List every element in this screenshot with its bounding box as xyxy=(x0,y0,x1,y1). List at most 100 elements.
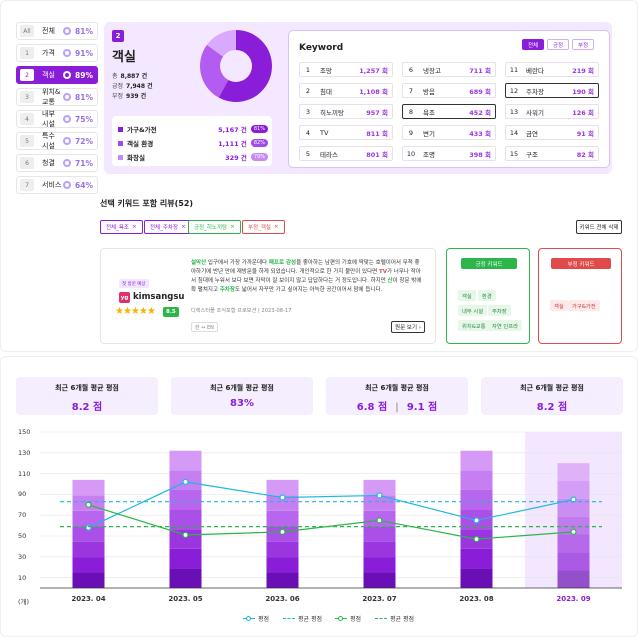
keyword-cell[interactable]: 9 변기 433 회 xyxy=(402,125,496,140)
bar-segment xyxy=(557,498,590,517)
positive-keyword-chip[interactable]: 환경 xyxy=(478,290,496,301)
category-label: 가격 xyxy=(42,49,55,57)
category-number: All xyxy=(20,25,34,37)
close-icon[interactable]: × xyxy=(181,224,186,230)
category-item[interactable]: 5 특수 시설 72% xyxy=(16,132,98,150)
keyword-count: 82 회 xyxy=(576,150,594,159)
bar-segment xyxy=(266,557,299,573)
keyword-cell[interactable]: 13 사워기 126 회 xyxy=(505,104,599,119)
legend-label: 평점 xyxy=(258,616,270,623)
keyword-cell[interactable]: 12 주차장 190 회 xyxy=(505,83,599,98)
bar-segment xyxy=(557,463,590,482)
negative-keyword-chip[interactable]: 가구&가전 xyxy=(568,300,600,311)
sub-category-box xyxy=(112,116,272,166)
keyword-tag[interactable]: 부정_객실 × xyxy=(242,220,285,234)
keyword-rank: 13 xyxy=(509,107,519,116)
keyword-rank: 9 xyxy=(408,128,414,137)
sub-category-list: 가구&가전 5,167 건 81% 객실 환경 1,111 건 82% 화장실 329 건 79… xyxy=(118,122,268,164)
positive-keyword-chip[interactable]: 주차장 xyxy=(488,305,511,316)
keyword-cell[interactable]: 4 TV 811 회 xyxy=(299,125,393,140)
review-text-part: 이 창문 밖에 확 펼쳐지고 xyxy=(191,278,422,293)
close-icon[interactable]: × xyxy=(274,224,279,230)
detail-title: 객실 xyxy=(112,50,136,65)
keyword-cell[interactable]: 5 테라스 801 회 xyxy=(299,146,393,161)
category-number: 6 xyxy=(20,157,34,169)
detail-stat-row: 총 8,887 건 xyxy=(112,72,153,82)
sub-category-row: 객실 환경 1,111 건 82% xyxy=(118,136,268,150)
y-tick-label: 70 xyxy=(18,511,27,520)
bar-segment xyxy=(72,510,105,527)
detail-stat-key: 총 xyxy=(112,73,118,80)
category-item[interactable]: 2 객실 89% xyxy=(16,66,98,84)
keyword-cell[interactable]: 11 베란다 219 회 xyxy=(505,62,599,77)
translate-toggle[interactable]: 한 ↔ EN xyxy=(191,322,218,332)
bar-segment xyxy=(72,557,105,573)
keyword-cell[interactable]: 2 침대 1,108 회 xyxy=(299,83,393,98)
bar-segment xyxy=(169,548,202,569)
detail-stat-row: 긍정 7,948 건 xyxy=(112,82,153,92)
data-point xyxy=(473,536,480,543)
keyword-cell[interactable]: 14 금연 91 회 xyxy=(505,125,599,140)
detail-number: 2 xyxy=(112,30,124,42)
sub-category-label: 가구&가전 xyxy=(127,126,157,134)
keyword-count: 957 회 xyxy=(366,108,388,117)
keyword-filter-button[interactable]: 전체 xyxy=(522,39,544,50)
keyword-cell[interactable]: 1 조망 1,257 회 xyxy=(299,62,393,77)
detail-stat-value: 939 건 xyxy=(126,93,147,100)
sub-category-percent: 79% xyxy=(250,153,268,161)
category-item[interactable]: 7 서비스 64% xyxy=(16,176,98,194)
keyword-count: 711 회 xyxy=(469,66,491,75)
positive-keyword-chip[interactable]: 위치&교통 xyxy=(458,320,490,331)
keyword-cell[interactable]: 8 욕조 452 회 xyxy=(402,104,496,119)
clear-all-keywords-button[interactable]: 키워드 전체 삭제 xyxy=(576,220,622,234)
negative-keyword-chip[interactable]: 객실 xyxy=(550,300,568,311)
keyword-rank: 1 xyxy=(305,65,311,74)
category-item[interactable]: 1 가격 91% xyxy=(16,44,98,62)
keyword-count: 801 회 xyxy=(366,150,388,159)
category-item[interactable]: All 전체 81% xyxy=(16,22,98,40)
keyword-cell[interactable]: 15 구조 82 회 xyxy=(505,146,599,161)
bar-segment xyxy=(557,481,590,499)
bar-segment xyxy=(266,495,299,511)
positive-keyword-chip[interactable]: 객실 xyxy=(458,290,476,301)
keyword-count: 219 회 xyxy=(572,66,594,75)
close-icon[interactable]: × xyxy=(132,224,137,230)
keyword-count: 689 회 xyxy=(469,87,491,96)
pie-icon xyxy=(63,115,72,123)
stat-card-value: 6.8 점 xyxy=(356,402,388,413)
keyword-filter-button[interactable]: 부정 xyxy=(572,39,594,50)
keyword-cell[interactable]: 3 히노끼탕 957 회 xyxy=(299,104,393,119)
keyword-filter-button[interactable]: 긍정 xyxy=(547,39,569,50)
keyword-cell[interactable]: 10 조명 398 회 xyxy=(402,146,496,161)
category-item[interactable]: 4 내부 시설 75% xyxy=(16,110,98,128)
view-original-button[interactable]: 원문 보기 › xyxy=(391,321,425,333)
bar-segment xyxy=(460,548,493,569)
close-icon[interactable]: × xyxy=(230,224,235,230)
pie-icon xyxy=(63,137,72,145)
keyword-count: 126 회 xyxy=(572,108,594,117)
keyword-cell[interactable]: 7 방음 689 회 xyxy=(402,83,496,98)
category-label: 내부 시설 xyxy=(42,110,55,128)
bar-segment xyxy=(72,572,105,588)
positive-keyword-chip[interactable]: 자연 인프라 xyxy=(488,320,523,331)
keyword-word: 방음 xyxy=(423,87,435,96)
category-item[interactable]: 6 청결 71% xyxy=(16,154,98,172)
stat-card-title: 최근 6개월 평균 평점 xyxy=(365,384,429,392)
category-item[interactable]: 3 위치&교통 81% xyxy=(16,88,98,106)
data-point xyxy=(182,531,189,539)
legend-item: 평균 평점 xyxy=(283,614,322,623)
bar-segment xyxy=(363,479,396,496)
keyword-word: 히노끼탕 xyxy=(320,108,344,117)
keyword-tag[interactable]: 전체_욕조 × xyxy=(100,220,143,234)
keyword-word: 금연 xyxy=(526,129,538,138)
y-tick-label: 110 xyxy=(18,469,31,478)
category-number: 2 xyxy=(20,69,34,81)
bar-segment xyxy=(169,450,202,471)
keyword-cell[interactable]: 6 냉장고 711 회 xyxy=(402,62,496,77)
category-number: 4 xyxy=(20,113,34,125)
positive-keyword-chip[interactable]: 내부 시설 xyxy=(458,305,488,316)
keyword-tag[interactable]: 긍정_히노끼탕 × xyxy=(188,220,241,234)
keyword-tag[interactable]: 전체_주차장 × xyxy=(144,220,192,234)
negative-keyword-label: 부정 키워드 xyxy=(551,258,611,269)
category-percent: 72% xyxy=(75,136,93,146)
